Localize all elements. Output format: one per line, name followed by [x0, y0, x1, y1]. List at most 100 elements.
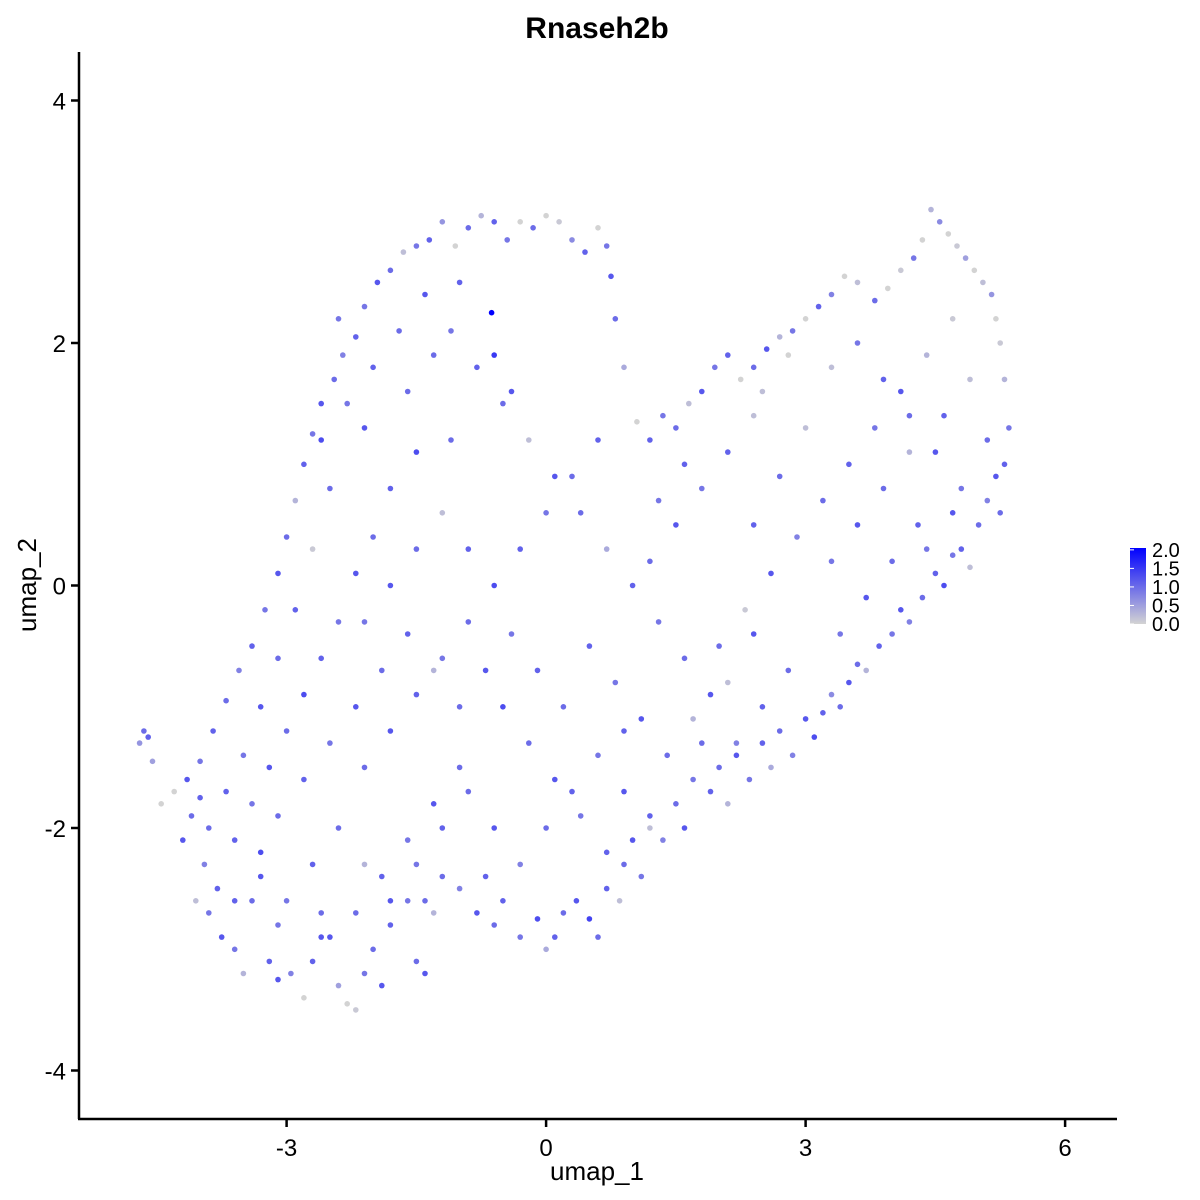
data-point — [309, 958, 316, 965]
y-tick-label: -2 — [45, 816, 66, 843]
data-point — [577, 813, 584, 819]
data-point — [301, 691, 307, 698]
data-point — [223, 697, 229, 704]
data-point — [448, 437, 454, 443]
data-point — [456, 885, 463, 892]
data-point — [396, 328, 402, 334]
data-point — [292, 607, 299, 613]
data-point — [802, 716, 809, 722]
data-point — [318, 934, 325, 940]
data-point — [318, 437, 325, 443]
data-point — [759, 704, 766, 710]
data-point — [456, 279, 463, 286]
data-point — [262, 607, 268, 613]
data-point — [275, 976, 281, 983]
data-point — [448, 328, 454, 334]
data-point — [413, 546, 420, 552]
data-point — [465, 546, 472, 552]
points-layer — [136, 206, 1012, 1013]
data-point — [340, 352, 346, 358]
data-point — [880, 376, 887, 383]
data-point — [573, 898, 580, 904]
data-point — [945, 231, 952, 237]
data-point — [647, 437, 653, 443]
data-point — [655, 619, 662, 625]
data-point — [898, 388, 904, 395]
data-point — [582, 249, 588, 255]
data-point — [275, 922, 281, 928]
data-point — [331, 376, 338, 383]
data-point — [725, 801, 731, 807]
data-point — [145, 734, 151, 740]
data-point — [488, 309, 495, 316]
data-point — [188, 813, 195, 819]
data-point — [344, 1001, 351, 1007]
data-point — [919, 594, 926, 601]
data-point — [184, 776, 190, 783]
data-point — [301, 776, 307, 783]
data-point — [941, 412, 947, 419]
data-point — [534, 916, 541, 922]
data-point — [603, 885, 610, 892]
data-point — [136, 740, 143, 746]
data-point — [288, 970, 294, 977]
data-point — [932, 570, 939, 577]
data-point — [681, 655, 688, 662]
data-point — [794, 534, 800, 540]
data-point — [647, 825, 653, 831]
data-point — [820, 710, 826, 716]
data-point — [353, 1007, 359, 1013]
data-point — [846, 679, 852, 686]
data-point — [500, 400, 506, 407]
data-point — [231, 946, 238, 953]
data-point — [854, 522, 861, 528]
data-point — [595, 934, 601, 940]
data-point — [621, 861, 627, 868]
data-point — [984, 497, 991, 504]
data-point — [725, 352, 731, 358]
data-point — [240, 970, 247, 977]
data-point — [699, 485, 705, 492]
data-point — [361, 764, 368, 771]
data-point — [456, 764, 463, 771]
data-point — [949, 552, 956, 558]
data-point — [266, 958, 273, 965]
data-point — [889, 558, 895, 565]
data-point — [846, 461, 852, 468]
data-point — [733, 740, 740, 746]
data-point — [664, 752, 670, 759]
data-point — [526, 740, 532, 746]
data-point — [141, 728, 147, 734]
data-point — [361, 619, 368, 625]
y-tick-label: -4 — [45, 1059, 66, 1086]
data-point — [456, 704, 463, 710]
data-point — [526, 437, 532, 443]
data-point — [361, 970, 368, 977]
data-point — [612, 316, 619, 322]
data-point — [785, 352, 792, 358]
data-point — [474, 910, 480, 916]
data-point — [586, 643, 593, 649]
data-point — [776, 728, 783, 734]
data-point — [880, 485, 887, 492]
data-point — [465, 225, 472, 231]
data-point — [621, 788, 627, 795]
data-point — [1001, 461, 1008, 468]
data-point — [439, 510, 446, 516]
data-point — [249, 898, 255, 904]
data-point — [387, 582, 394, 589]
data-point — [885, 285, 891, 292]
data-point — [413, 449, 420, 455]
data-point — [413, 958, 420, 965]
data-point — [759, 388, 766, 395]
data-point — [430, 801, 437, 807]
data-point — [984, 437, 991, 443]
data-point — [283, 728, 290, 734]
data-point — [275, 570, 281, 577]
y-axis-title: umap_2 — [12, 538, 42, 632]
data-point — [759, 740, 766, 746]
data-point — [452, 243, 459, 249]
data-point — [716, 764, 722, 771]
data-point — [997, 510, 1003, 516]
data-point — [828, 364, 835, 371]
